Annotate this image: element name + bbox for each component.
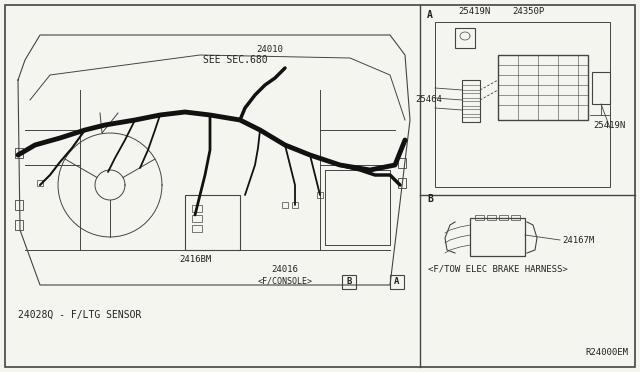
Bar [292,202,298,208]
Bar [592,72,610,104]
Bar [15,200,23,210]
Text: A: A [427,10,433,20]
Bar [325,170,390,245]
Bar [342,275,356,289]
Text: 25419N: 25419N [458,7,490,16]
Bar [192,225,202,232]
Bar [475,215,484,220]
Bar [317,192,323,198]
Text: 25419N: 25419N [593,121,625,130]
Bar [435,22,610,187]
Text: <F/TOW ELEC BRAKE HARNESS>: <F/TOW ELEC BRAKE HARNESS> [428,265,568,274]
Bar [462,93,480,98]
Text: A: A [394,278,400,286]
Bar [470,218,525,256]
Bar [192,215,202,222]
Bar [487,215,496,220]
Bar [192,205,202,212]
Bar [462,80,480,122]
Bar [282,202,288,208]
Text: 24016: 24016 [271,265,298,274]
Bar [498,55,588,120]
Bar [398,178,406,188]
Text: 24350P: 24350P [512,7,544,16]
Text: B: B [427,194,433,204]
Text: 2416BM: 2416BM [179,255,211,264]
Bar [398,158,406,168]
Bar [511,215,520,220]
Text: 24167M: 24167M [562,235,595,244]
Text: 25464: 25464 [415,95,442,104]
Bar [37,180,43,186]
Text: R24000EM: R24000EM [585,348,628,357]
Text: 24028Q - F/LTG SENSOR: 24028Q - F/LTG SENSOR [18,310,141,320]
Text: <F/CONSOLE>: <F/CONSOLE> [257,276,312,285]
Bar [462,101,480,106]
Bar [455,28,475,48]
Bar [185,195,240,250]
Bar [15,220,23,230]
Bar [462,85,480,90]
Bar [462,117,480,122]
Text: 24010: 24010 [257,45,284,54]
Bar [499,215,508,220]
Bar [462,109,480,114]
Text: B: B [346,278,352,286]
Bar [15,148,23,158]
Text: SEE SEC.680: SEE SEC.680 [203,55,268,65]
Bar [390,275,404,289]
